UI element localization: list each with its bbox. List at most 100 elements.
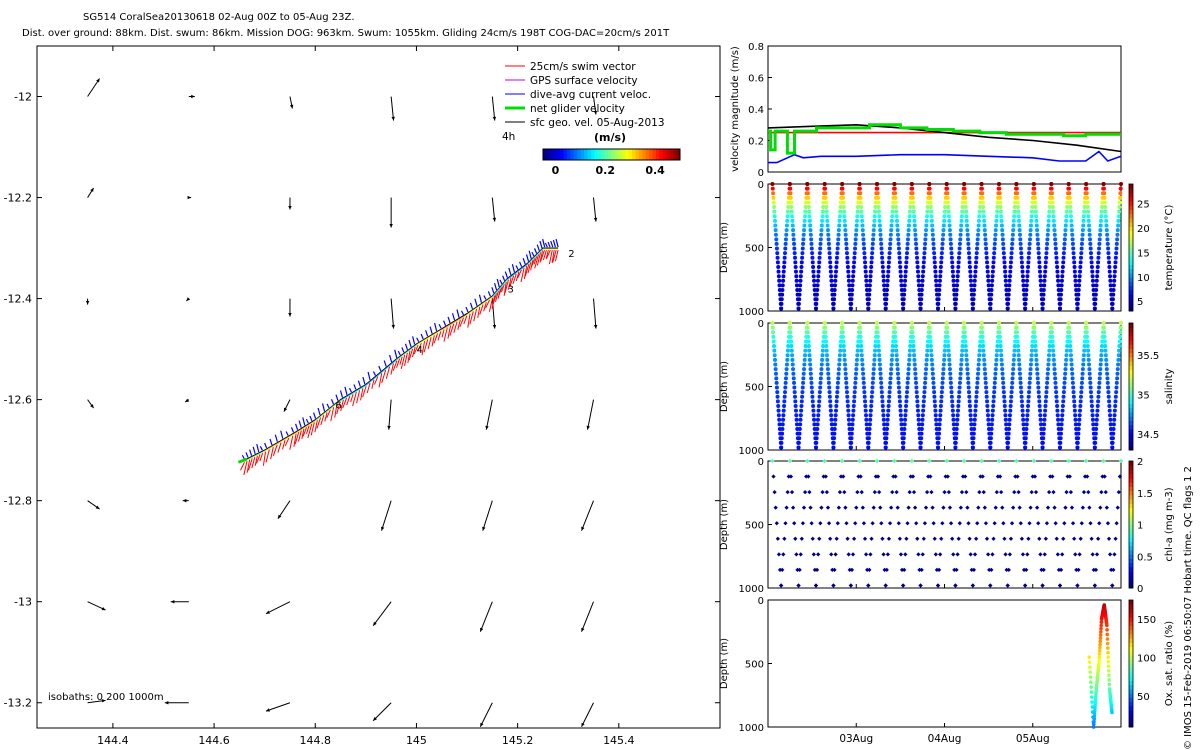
- oxygen-point: [1092, 717, 1097, 721]
- salinity-point: [1062, 376, 1067, 381]
- chla-point: [1102, 474, 1107, 479]
- chla-point: [804, 474, 809, 479]
- temperature-point: [902, 283, 907, 288]
- temperature-point: [988, 297, 993, 302]
- temperature-point: [1061, 251, 1066, 256]
- temperature-point: [976, 232, 981, 237]
- temperature-point: [916, 274, 921, 279]
- temperature-point: [774, 246, 779, 251]
- chla-point: [775, 536, 780, 541]
- temperature-point: [868, 278, 873, 283]
- temperature-point: [902, 292, 907, 297]
- temperature-point: [980, 191, 985, 196]
- salinity-point: [881, 413, 886, 418]
- chla-point: [886, 536, 892, 541]
- temperature-point: [1090, 274, 1095, 279]
- salinity-point: [791, 376, 796, 381]
- chla-point: [979, 458, 984, 464]
- section-colorbar-cell: [1129, 482, 1133, 487]
- temperature-point: [814, 292, 819, 297]
- salinity-point: [1015, 330, 1020, 335]
- temperature-point: [929, 214, 934, 219]
- salinity-point: [772, 348, 777, 353]
- salinity-point: [1087, 367, 1092, 372]
- temperature-point: [838, 205, 843, 210]
- temperature-point: [915, 255, 920, 260]
- salinity-point: [989, 422, 994, 427]
- temperature-point: [1084, 186, 1089, 191]
- salinity-point: [1025, 413, 1030, 418]
- temperature-point: [1051, 214, 1056, 219]
- temperature-point: [867, 288, 872, 293]
- temperature-point: [913, 228, 918, 233]
- chla-point: [1039, 567, 1044, 573]
- section-colorbar-cell: [1129, 516, 1133, 521]
- oxygen-point: [1089, 685, 1093, 689]
- legend-scale-label: 4h: [502, 131, 515, 143]
- salinity-point: [1101, 325, 1106, 330]
- temperature-point: [810, 260, 815, 265]
- temperature-point: [912, 218, 917, 223]
- chla-point: [931, 521, 936, 526]
- temperature-point: [1099, 214, 1104, 219]
- geo-vector: [479, 601, 493, 632]
- salinity-point: [1082, 344, 1087, 349]
- swim-vector: [248, 458, 253, 471]
- salinity-point: [1054, 399, 1059, 404]
- chla-point: [901, 583, 906, 588]
- temperature-point: [860, 228, 865, 233]
- salinity-point: [1027, 390, 1032, 395]
- salinity-point: [895, 357, 900, 362]
- geo-vector: [283, 399, 291, 412]
- temperature-point: [963, 200, 968, 205]
- temperature-point: [1055, 264, 1060, 269]
- salinity-point: [897, 390, 902, 395]
- salinity-point: [1068, 353, 1073, 358]
- salinity-point: [872, 362, 877, 367]
- temperature-point: [946, 209, 951, 214]
- temperature-point: [924, 218, 929, 223]
- temperature-point: [905, 237, 910, 242]
- section-colorbar-tick-label: 0: [1137, 584, 1143, 595]
- temperature-point: [911, 209, 916, 214]
- colorbar-cell: [584, 149, 589, 160]
- salinity-point: [928, 339, 933, 344]
- salinity-point: [903, 417, 908, 422]
- salinity-point: [1045, 371, 1050, 376]
- swim-vector: [552, 249, 557, 263]
- temperature-point: [1103, 209, 1108, 214]
- section-axes-box: [767, 599, 1122, 728]
- temperature-point: [1035, 237, 1040, 242]
- geo-vector-shaft: [491, 96, 496, 121]
- salinity-point: [1105, 371, 1110, 376]
- oxygen-point: [1105, 628, 1109, 632]
- salinity-point: [1098, 371, 1103, 376]
- salinity-point: [1038, 422, 1043, 427]
- chla-point: [858, 474, 863, 479]
- chla-point: [830, 567, 835, 573]
- temperature-point: [1002, 260, 1007, 265]
- chla-point: [1103, 489, 1108, 495]
- salinity-point: [1103, 344, 1108, 349]
- salinity-point: [938, 408, 943, 413]
- salinity-point: [886, 403, 891, 408]
- dac-vector: [542, 238, 546, 248]
- temperature-point: [836, 232, 841, 237]
- temperature-point: [953, 306, 958, 311]
- salinity-point: [1042, 422, 1047, 427]
- geo-vector-shaft: [277, 500, 291, 519]
- salinity-point: [938, 403, 943, 408]
- salinity-point: [1097, 376, 1102, 381]
- salinity-point: [913, 376, 918, 381]
- salinity-point: [864, 413, 869, 418]
- temperature-point: [779, 297, 784, 302]
- temperature-point: [1041, 297, 1046, 302]
- temperature-point: [904, 264, 909, 269]
- temperature-point: [1023, 306, 1028, 311]
- salinity-point: [822, 321, 827, 325]
- salinity-point: [800, 394, 805, 399]
- temperature-point: [1055, 269, 1060, 274]
- dac-vector: [309, 415, 313, 422]
- salinity-point: [940, 385, 945, 390]
- salinity-point: [845, 403, 850, 408]
